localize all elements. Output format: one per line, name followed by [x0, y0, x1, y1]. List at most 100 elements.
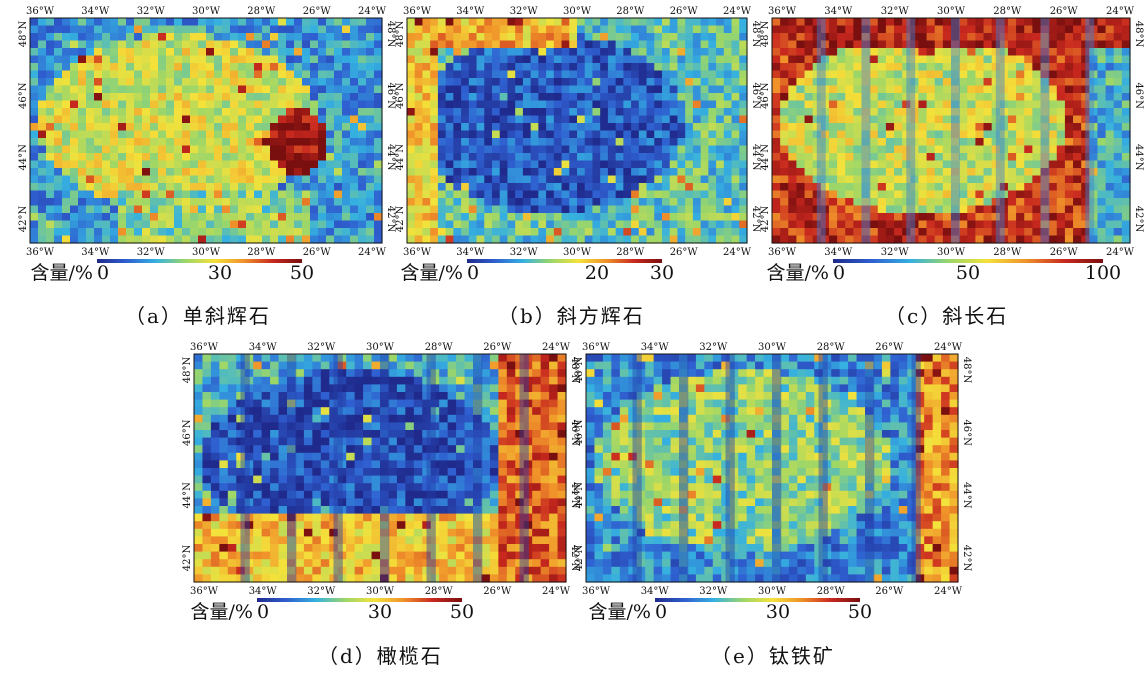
map-cell — [46, 40, 55, 49]
map-cell — [959, 115, 968, 124]
map-cell — [334, 228, 343, 237]
map-cell — [975, 130, 985, 139]
map-cell — [414, 40, 424, 49]
map-cell — [334, 18, 343, 27]
map-cell — [877, 183, 887, 192]
map-cell — [198, 168, 207, 177]
panel-b: 36°W 36°W 34°W 34°W 32°W 32°W 30°W 30°W 28°W 28°W… — [392, 0, 762, 290]
map-cell — [363, 422, 373, 431]
map-cell — [638, 175, 648, 184]
map-cell — [1056, 213, 1066, 222]
map-cell — [342, 100, 351, 109]
map-cell — [110, 108, 119, 117]
map-cell — [577, 205, 586, 214]
map-cell — [975, 40, 985, 49]
map-cell — [437, 160, 447, 169]
map-cell — [646, 160, 655, 169]
map-cell — [646, 100, 655, 109]
map-cell — [522, 70, 532, 79]
map-cell — [569, 40, 578, 49]
map-cell — [468, 183, 478, 192]
map-cell — [669, 190, 679, 199]
map-cell — [374, 108, 383, 117]
map-cell — [600, 175, 609, 184]
map-cell — [142, 168, 151, 177]
map-cell — [569, 25, 578, 34]
map-cell — [190, 85, 199, 94]
map-cell — [150, 48, 159, 57]
map-cell — [615, 100, 624, 109]
map-cell — [310, 85, 319, 94]
map-cell — [334, 183, 343, 192]
map-cell — [287, 407, 297, 416]
map-cell — [287, 422, 297, 431]
map-cell — [975, 228, 985, 237]
map-cell — [342, 70, 351, 79]
map-cell — [453, 70, 462, 79]
map-cell — [967, 168, 977, 177]
map-cell — [772, 108, 781, 117]
map-cell — [869, 85, 879, 94]
map-cell — [407, 25, 416, 34]
map-cell — [1056, 70, 1066, 79]
map-cell — [358, 153, 367, 162]
map-cell — [796, 205, 806, 214]
map-cell — [492, 168, 501, 177]
map-cell — [812, 145, 822, 154]
map-cell — [967, 40, 977, 49]
map-frame — [771, 17, 1131, 244]
map-cell — [294, 235, 303, 244]
map-cell — [538, 153, 547, 162]
map-cell — [278, 392, 288, 401]
map-cell — [492, 63, 501, 72]
map-cell — [350, 153, 359, 162]
map-cell — [507, 40, 516, 49]
map-cell — [198, 153, 207, 162]
map-cell — [623, 108, 632, 117]
map-cell — [983, 220, 993, 229]
map-cell — [885, 190, 895, 199]
map-cell — [94, 145, 103, 154]
map-cell — [295, 437, 305, 446]
map-cell — [236, 498, 246, 507]
map-cell — [780, 205, 789, 214]
map-cell — [194, 452, 204, 461]
map-cell — [70, 108, 79, 117]
map-cell — [532, 437, 542, 446]
map-cell — [261, 376, 271, 385]
map-cell — [430, 369, 440, 378]
map-cell — [837, 63, 846, 72]
map-cell — [804, 220, 814, 229]
map-cell — [38, 25, 47, 34]
map-cell — [194, 513, 204, 522]
map-cell — [481, 354, 491, 363]
map-cell — [669, 108, 679, 117]
map-cell — [227, 437, 237, 446]
map-cell — [877, 93, 887, 102]
map-cell — [86, 228, 95, 237]
map-cell — [278, 160, 287, 169]
map-cell — [991, 115, 1001, 124]
map-cell — [723, 78, 733, 87]
map-cell — [134, 228, 143, 237]
map-cell — [885, 55, 895, 64]
map-cell — [499, 190, 509, 199]
map-cell — [254, 220, 263, 229]
map-cell — [86, 115, 95, 124]
map-cell — [1056, 85, 1066, 94]
map-cell — [869, 145, 879, 154]
map-cell — [287, 384, 297, 393]
map-cell — [489, 354, 499, 363]
map-cell — [515, 228, 524, 237]
map-cell — [439, 430, 449, 439]
map-cell — [869, 198, 879, 207]
map-cell — [577, 40, 586, 49]
map-cell — [286, 153, 295, 162]
map-cell — [654, 40, 663, 49]
map-cell — [553, 228, 563, 237]
map-cell — [430, 183, 439, 192]
map-cell — [198, 70, 207, 79]
map-cell — [780, 138, 789, 147]
map-cell — [407, 168, 416, 177]
map-cell — [295, 498, 305, 507]
